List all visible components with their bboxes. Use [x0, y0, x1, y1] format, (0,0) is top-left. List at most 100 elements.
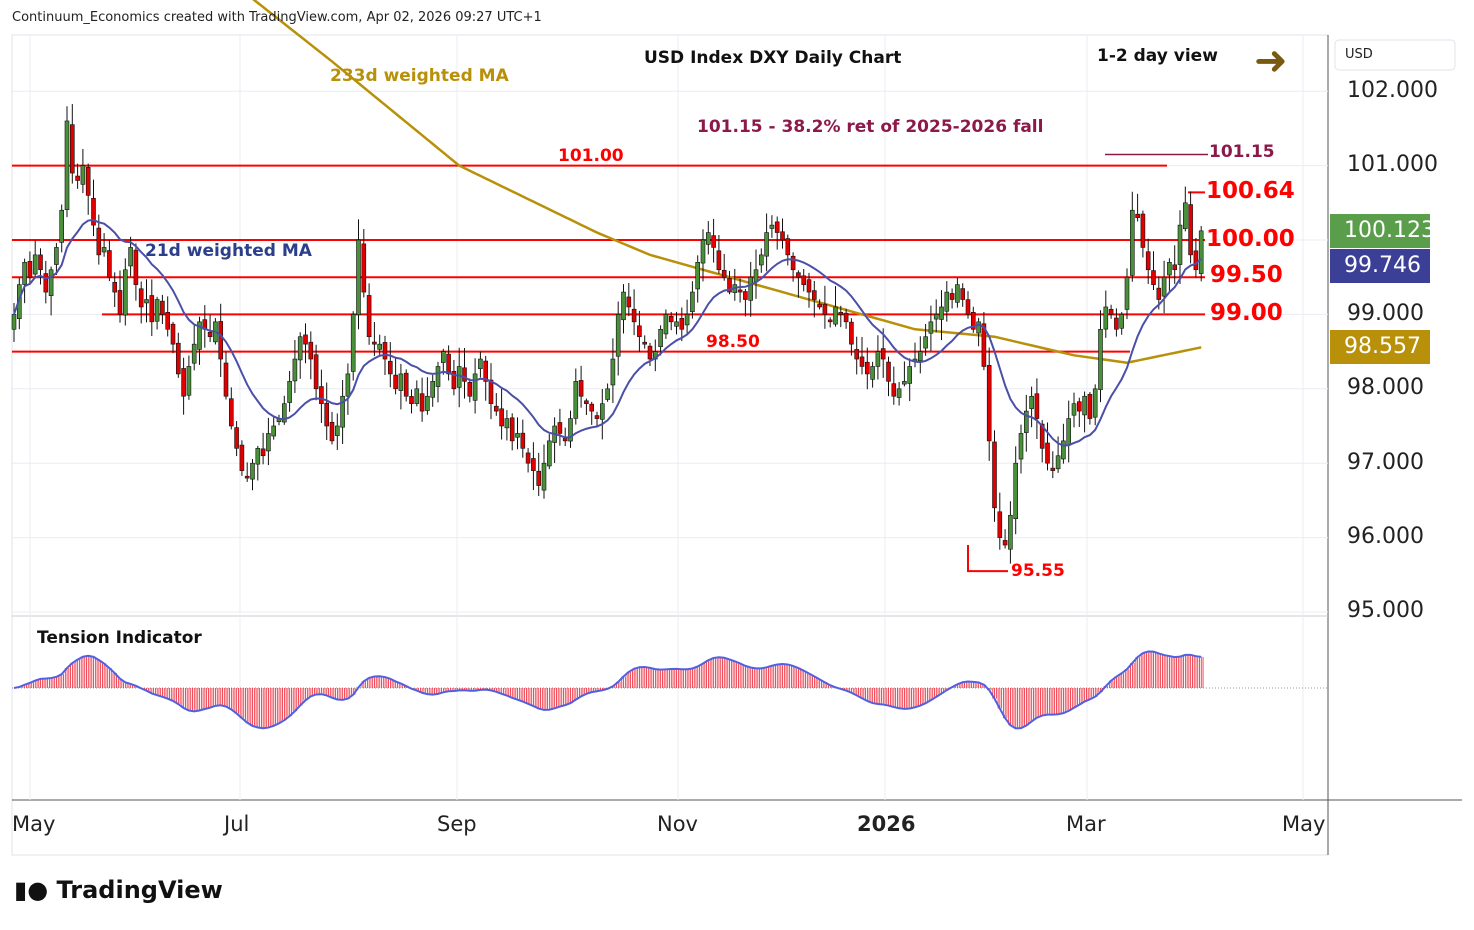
- candle-body: [827, 319, 833, 323]
- candle-body: [509, 417, 515, 442]
- candle-body: [186, 366, 192, 396]
- low-marker: [967, 545, 1008, 573]
- candle-body: [27, 261, 33, 278]
- candle-body: [811, 290, 817, 300]
- candle-body: [1024, 410, 1029, 433]
- candle-body: [1045, 442, 1050, 464]
- candle-body: [1071, 403, 1077, 416]
- candle-body: [176, 342, 181, 375]
- view-label: 1-2 day view: [1097, 46, 1218, 66]
- candle-body: [774, 221, 780, 233]
- candle-body: [32, 254, 38, 275]
- candle-body: [117, 290, 123, 315]
- currency-label[interactable]: USD: [1345, 47, 1373, 62]
- candle-body: [1172, 264, 1177, 271]
- candle-body: [647, 345, 653, 360]
- candle-body: [22, 262, 27, 285]
- candle-body: [138, 288, 144, 308]
- x-tick: Nov: [657, 812, 698, 836]
- level-label-100: 100.00: [1206, 226, 1295, 252]
- candle-body: [663, 314, 669, 335]
- candle-body: [123, 269, 128, 316]
- candle-body: [817, 303, 822, 308]
- candle-body: [960, 288, 966, 300]
- x-tick: May: [12, 812, 56, 836]
- candle-body: [1161, 276, 1167, 297]
- candle-body: [11, 314, 17, 330]
- candle-body: [854, 349, 860, 360]
- candle-body: [615, 314, 621, 357]
- candle-body: [430, 381, 436, 398]
- candle-body: [976, 321, 981, 334]
- candle-body: [43, 273, 49, 293]
- candle-body: [324, 402, 330, 427]
- candle-body: [589, 403, 595, 412]
- ma21-label: 21d weighted MA: [145, 241, 312, 261]
- candle-body: [1055, 455, 1061, 470]
- candle-body: [531, 458, 536, 471]
- candle-body: [965, 299, 971, 315]
- candle-body: [880, 348, 886, 360]
- high-label: 100.64: [1206, 178, 1295, 204]
- candle-body: [165, 312, 170, 330]
- candle-body: [218, 321, 223, 360]
- candle-body: [955, 284, 960, 303]
- ma233-label: 233d weighted MA: [330, 66, 509, 86]
- candle-body: [387, 360, 393, 375]
- candle-body: [849, 321, 854, 345]
- candle-body: [440, 351, 446, 363]
- level-label-99-50: 99.50: [1210, 262, 1283, 288]
- retracement-label: 101.15 - 38.2% ret of 2025-2026 fall: [697, 117, 1044, 137]
- candle-body: [483, 360, 489, 382]
- candle-body: [674, 321, 679, 327]
- candle-body: [992, 441, 997, 509]
- candle-body: [133, 249, 139, 285]
- candle-body: [223, 362, 229, 397]
- candle-body: [1039, 423, 1045, 449]
- candle-body: [1140, 213, 1146, 248]
- candle-body: [986, 365, 992, 442]
- candle-body: [785, 238, 791, 256]
- candle-body: [128, 247, 133, 267]
- candle-body: [923, 336, 928, 349]
- candle-body: [902, 381, 907, 385]
- indicator-line: [13, 650, 1202, 730]
- candle-body: [467, 382, 473, 397]
- candle-body: [886, 361, 891, 382]
- candle-body: [515, 433, 520, 438]
- candle-body: [1114, 317, 1119, 330]
- candle-body: [1124, 276, 1130, 310]
- candle-body: [1177, 224, 1183, 265]
- candle-body: [372, 341, 377, 345]
- chart-title: USD Index DXY Daily Chart: [644, 48, 902, 68]
- candle-body: [350, 314, 356, 372]
- candle-body: [557, 422, 563, 434]
- candle-body: [721, 269, 727, 278]
- candle-body: [546, 440, 552, 467]
- candle-body: [1013, 462, 1019, 519]
- candle-body: [266, 433, 271, 452]
- chart-credit: Continuum_Economics created with Trading…: [12, 10, 542, 25]
- candle-body: [928, 321, 934, 334]
- candle-body: [345, 373, 351, 397]
- candle-body: [70, 124, 75, 174]
- candle-body: [1018, 433, 1024, 460]
- candle-body: [319, 386, 324, 404]
- candle-body: [679, 318, 685, 330]
- candle-body: [493, 405, 499, 412]
- candle-body: [356, 239, 361, 316]
- currency-box: [1334, 39, 1456, 71]
- candle-body: [144, 299, 149, 304]
- candle-body: [684, 314, 690, 326]
- candle-body: [716, 250, 722, 271]
- candle-body: [239, 444, 245, 471]
- candle-body: [1119, 314, 1124, 329]
- candle-body: [91, 197, 96, 226]
- candle-body: [446, 353, 451, 375]
- candle-body: [329, 422, 335, 442]
- y-tick: 102.000: [1347, 78, 1438, 103]
- tradingview-logo[interactable]: ▮● TradingView: [14, 876, 223, 904]
- candle-body: [308, 341, 314, 360]
- candle-body: [260, 448, 266, 457]
